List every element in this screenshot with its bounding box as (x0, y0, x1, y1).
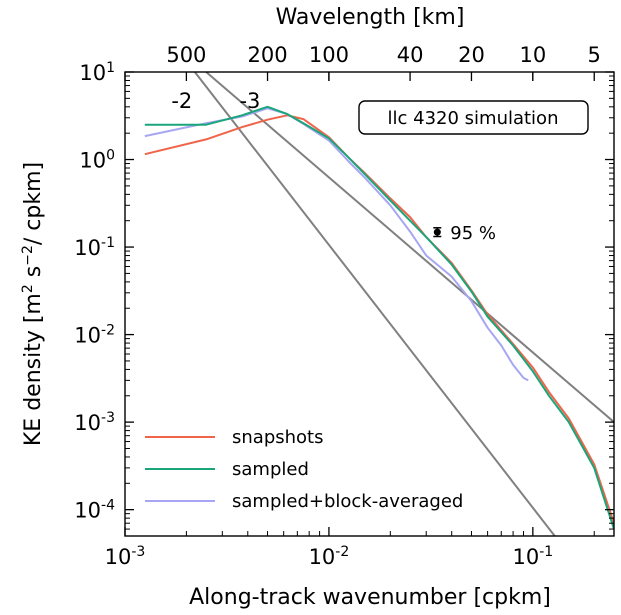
x-tick-label: 10-3 (105, 544, 146, 569)
series-line-sampled-block-averaged (144, 107, 529, 382)
top-tick-label: 500 (166, 43, 206, 67)
y-tick-label: 10-2 (74, 323, 115, 348)
slope-label-1: -2 (171, 89, 192, 113)
slope-line-1 (205, 72, 614, 423)
x-tick-label: 10-2 (309, 544, 350, 569)
y-tick-label: 10-4 (74, 498, 115, 523)
y-tick-label: 100 (79, 148, 115, 173)
simulation-label-box: llc 4320 simulation (358, 100, 589, 135)
y-tick-label: 101 (79, 60, 115, 85)
slope-label-2: -3 (239, 89, 260, 113)
top-tick-label: 40 (397, 43, 424, 67)
simulation-label: llc 4320 simulation (388, 108, 559, 129)
top-tick-label: 10 (519, 43, 546, 67)
slope-line-2 (194, 72, 557, 536)
series-line-sampled (144, 105, 614, 530)
ci-label: 95 % (450, 223, 496, 244)
confidence-interval: 95 % (433, 223, 496, 244)
slope-labels: -2 -3 (171, 89, 260, 113)
y-tick-label: 10-3 (74, 410, 115, 435)
plot-frame (124, 71, 615, 537)
y-axis-title: KE density [m2 s−2/ cpkm] (20, 162, 46, 446)
ci-point (433, 228, 441, 236)
series-lines (144, 105, 614, 530)
x-tick-label: 10-1 (512, 544, 553, 569)
legend-label-2: sampled (232, 459, 309, 480)
top-tick-label: 200 (247, 43, 287, 67)
top-tick-label: 100 (309, 43, 349, 67)
top-tick-label: 20 (458, 43, 485, 67)
top-axis-title: Wavelength [km] (276, 5, 465, 30)
legend: snapshots sampled sampled+block-averaged (145, 427, 463, 512)
legend-label-1: snapshots (232, 427, 323, 448)
x-axis-title: Along-track wavenumber [cpkm] (189, 585, 551, 610)
y-tick-label: 10-1 (74, 235, 115, 260)
legend-label-3: sampled+block-averaged (232, 491, 463, 512)
slope-lines (194, 72, 614, 536)
top-tick-label: 5 (588, 43, 601, 67)
series-line-snapshots (144, 114, 614, 524)
